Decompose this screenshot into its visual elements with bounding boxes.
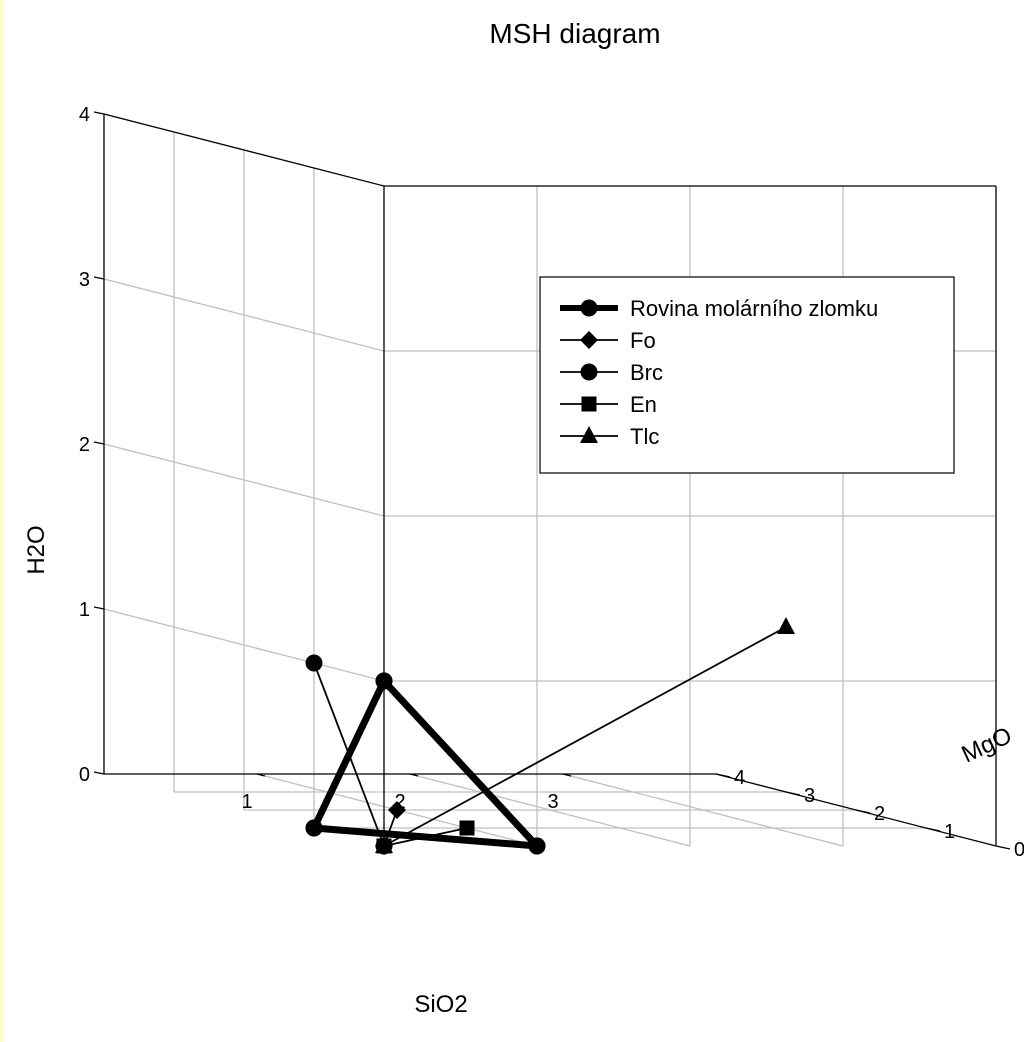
data-point (375, 672, 393, 690)
data-point (305, 654, 323, 672)
y-tick-mark (855, 809, 871, 814)
y-tick-label: 4 (734, 767, 745, 789)
legend-entry: En (560, 392, 657, 417)
chart-title: MSH diagram (489, 18, 660, 49)
x-tick-label: 2 (394, 791, 405, 813)
z-tick-mark (93, 771, 105, 775)
axes-frame (93, 111, 1011, 850)
y-tick-label: 2 (874, 803, 885, 825)
y-tick-mark (715, 773, 731, 778)
legend-label: Brc (630, 360, 663, 385)
z-tick-mark (93, 606, 105, 610)
legend-marker (580, 299, 598, 317)
x-tick-mark (256, 773, 266, 777)
data-point (459, 820, 475, 836)
legend-marker (581, 396, 597, 412)
legend-marker (580, 331, 598, 349)
z-tick-label: 3 (79, 269, 90, 291)
legend-label: Rovina molárního zlomku (630, 296, 878, 321)
series-tlc (375, 617, 795, 853)
data-point (375, 836, 393, 853)
axis-edge (103, 113, 385, 187)
data-point (777, 617, 795, 634)
series-line (310, 677, 541, 850)
legend-label: Fo (630, 328, 656, 353)
x-tick-label: 3 (547, 791, 558, 813)
grid-line (562, 773, 844, 847)
y-tick-mark (785, 791, 801, 796)
z-tick-mark (93, 276, 105, 280)
data-point (388, 801, 406, 819)
legend-entry: Tlc (560, 424, 659, 449)
z-tick-label: 2 (79, 434, 90, 456)
x-tick-label: 1 (241, 791, 252, 813)
y-tick-label: 0 (1014, 839, 1024, 861)
grid-lines (103, 132, 996, 847)
legend-entry: Rovina molárního zlomku (560, 296, 878, 321)
legend: Rovina molárního zlomku Fo Brc En Tlc (539, 276, 955, 474)
y-tick-mark (995, 845, 1011, 850)
x-tick-mark (562, 773, 572, 777)
z-tick-label: 1 (79, 599, 90, 621)
x-axis-title: SiO2 (414, 991, 467, 1018)
grid-line (409, 773, 691, 847)
legend-entry: Brc (560, 360, 663, 385)
y-tick-mark (925, 827, 941, 832)
series-rovina-mol-rn-ho-zlomku (305, 672, 546, 855)
legend-entry: Fo (560, 328, 656, 353)
legend-label: En (630, 392, 657, 417)
z-tick-label: 0 (79, 764, 90, 786)
series-line (383, 626, 787, 847)
x-tick-mark (409, 773, 419, 777)
y-tick-label: 1 (944, 821, 955, 843)
z-tick-label: 4 (79, 104, 90, 126)
legend-marker (580, 363, 598, 381)
data-point (528, 837, 546, 855)
y-tick-label: 3 (804, 785, 815, 807)
legend-marker (580, 426, 598, 443)
series-layer (305, 617, 795, 855)
data-point (305, 819, 323, 837)
legend-label: Tlc (630, 424, 659, 449)
tick-labels: 0 1 2 3 4 1 2 3 0 1 2 3 4 (79, 104, 1024, 861)
z-tick-mark (93, 441, 105, 445)
y-axis-title: MgO (958, 722, 1017, 768)
z-axis-title: H2O (23, 525, 50, 574)
z-tick-mark (93, 111, 105, 115)
